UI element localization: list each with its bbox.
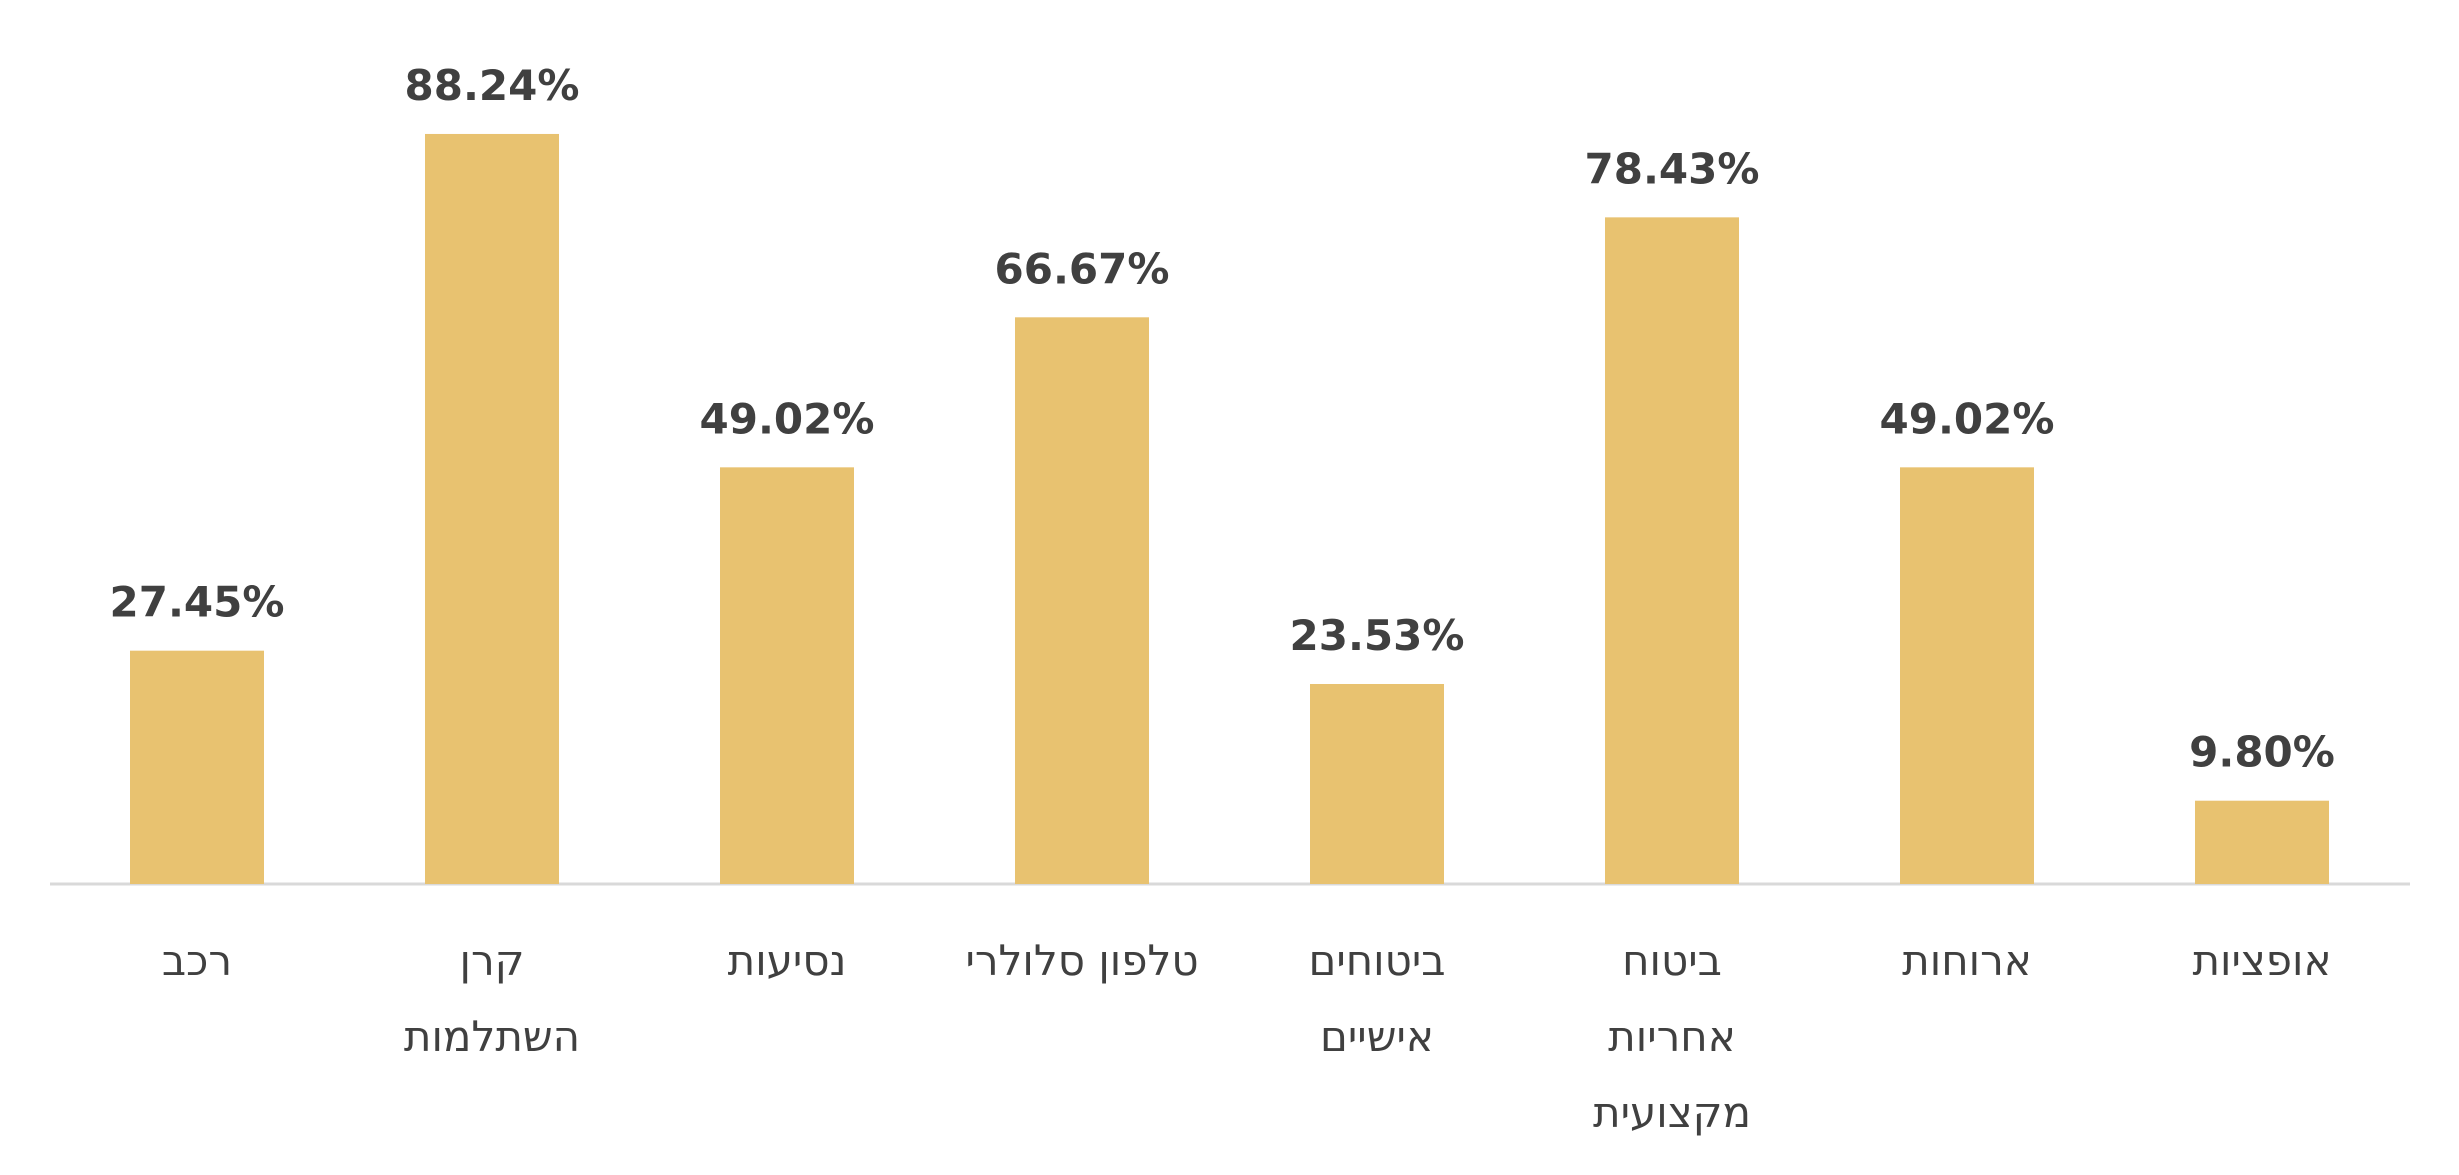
category-label: קרן: [460, 936, 525, 985]
bar: [1900, 467, 2034, 884]
bars-group: [130, 133, 2329, 885]
data-label: 88.24%: [405, 61, 580, 110]
category-label: אופציות: [2192, 936, 2331, 985]
category-label: טלפון סלולרי: [965, 936, 1198, 985]
data-label: 9.80%: [2189, 728, 2335, 777]
bar: [720, 467, 854, 884]
data-labels-group: 27.45% 88.24% 49.02% 66.67% 23.53% 78.43% 49.0…: [110, 61, 2335, 777]
data-label: 49.02%: [1880, 394, 2055, 443]
bar: [1015, 317, 1149, 884]
category-label: מקצועית: [1593, 1088, 1751, 1137]
bar: [425, 133, 559, 884]
category-label: רכב: [162, 936, 232, 985]
data-label: 49.02%: [700, 394, 875, 443]
category-label: ארוחות: [1902, 936, 2032, 985]
data-label: 66.67%: [995, 244, 1170, 293]
category-labels-group: רכב קרן השתלמות נסיעות טלפון סלולרי ביטוחים אי…: [162, 936, 2332, 1137]
bar: [130, 650, 264, 884]
data-label: 27.45%: [110, 578, 285, 627]
category-label: נסיעות: [728, 936, 847, 985]
bar: [1605, 217, 1739, 885]
bar: [2195, 800, 2329, 884]
data-label: 78.43%: [1585, 144, 1760, 193]
data-label: 23.53%: [1290, 611, 1465, 660]
category-label: ביטוחים: [1308, 936, 1445, 985]
category-label: ביטוח: [1622, 936, 1722, 985]
category-label: השתלמות: [404, 1012, 580, 1061]
bar: [1310, 683, 1444, 884]
category-label: אישיים: [1320, 1012, 1434, 1061]
category-label: אחריות: [1608, 1012, 1736, 1061]
